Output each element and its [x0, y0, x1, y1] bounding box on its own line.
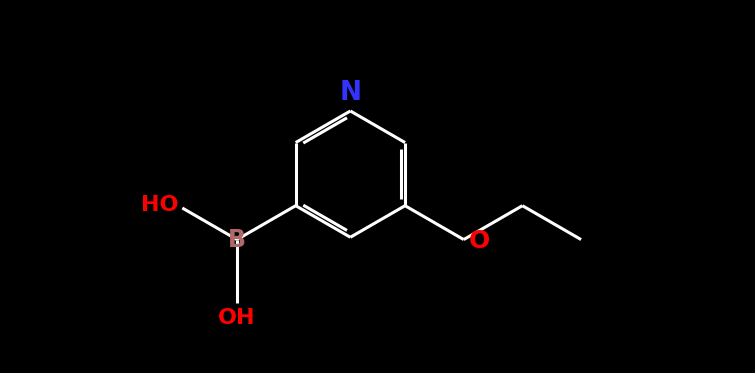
Text: O: O: [468, 229, 489, 253]
Text: B: B: [228, 228, 246, 251]
Text: OH: OH: [218, 308, 256, 328]
Text: N: N: [339, 79, 362, 106]
Text: HO: HO: [141, 195, 178, 215]
